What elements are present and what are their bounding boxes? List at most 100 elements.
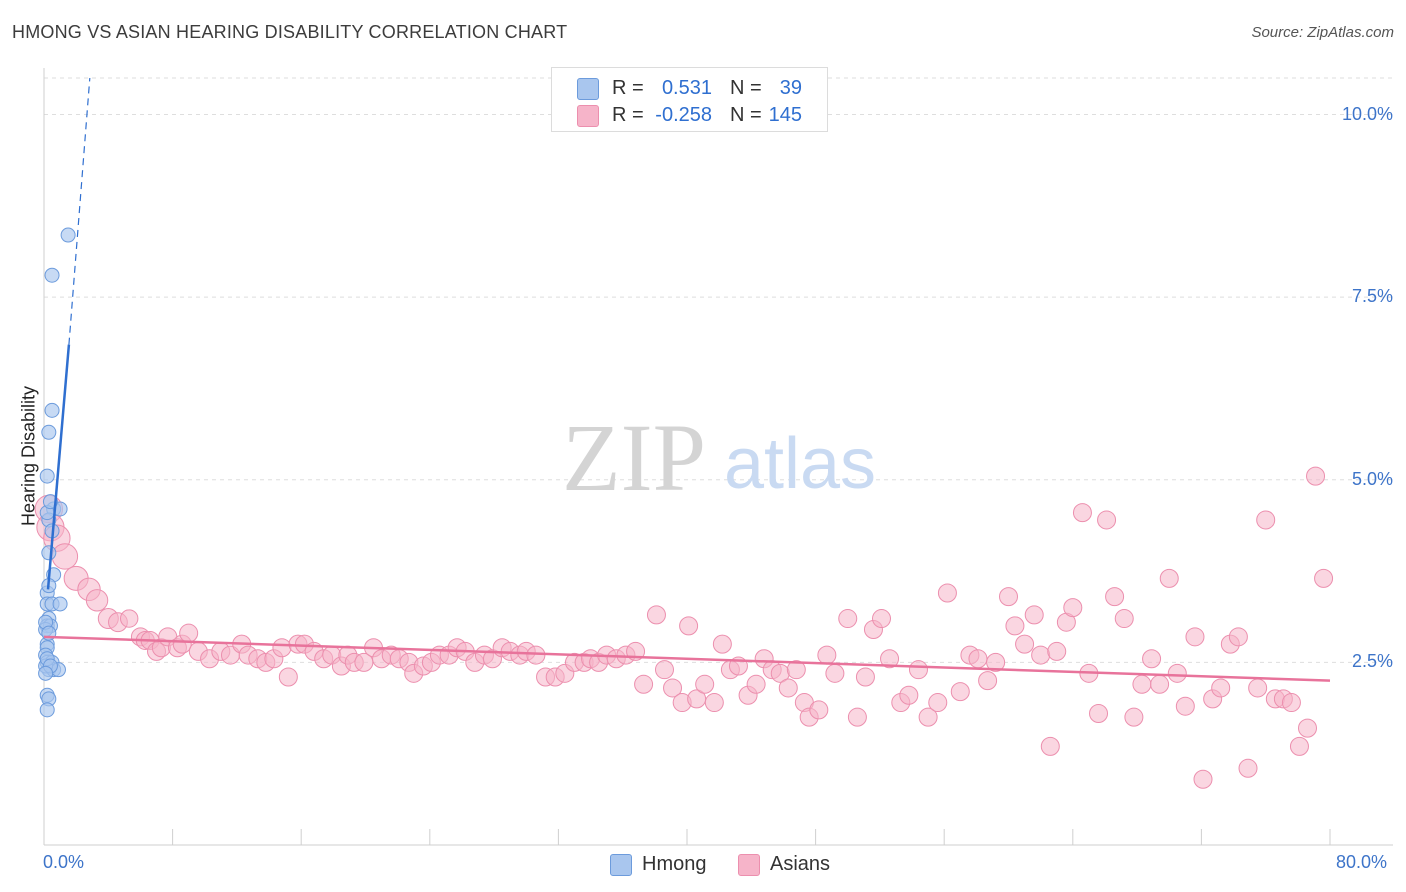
watermark-atlas: atlas bbox=[724, 424, 876, 504]
asian-point bbox=[1281, 693, 1301, 713]
x-tick-label-max: 80.0% bbox=[1336, 852, 1388, 872]
asian-point bbox=[908, 660, 928, 680]
y-tick-label: 2.5% bbox=[1351, 651, 1393, 672]
grid-lines bbox=[44, 77, 1393, 663]
asian-point bbox=[1314, 568, 1334, 588]
asian-point bbox=[1063, 598, 1083, 618]
asian-point bbox=[1248, 678, 1268, 698]
x-tick-label-min: 0.0% bbox=[43, 852, 85, 872]
chart-title: HMONG VS ASIAN HEARING DISABILITY CORREL… bbox=[12, 22, 568, 42]
asian-point bbox=[1015, 634, 1035, 654]
legend: R = 0.531 N = 39 R = -0.258 N = 145 bbox=[551, 67, 828, 132]
asian-point bbox=[999, 587, 1018, 607]
hmong-point bbox=[42, 494, 58, 510]
legend-r-label: R = bbox=[612, 104, 644, 126]
asian-point bbox=[986, 652, 1006, 672]
watermark: ZIP atlas bbox=[562, 404, 876, 511]
asian-point bbox=[968, 649, 988, 669]
asian-point bbox=[646, 605, 666, 625]
legend-n-label: N = bbox=[730, 104, 762, 126]
asian-point bbox=[1097, 510, 1117, 530]
asian-point bbox=[1211, 678, 1231, 698]
asian-point bbox=[1132, 674, 1152, 694]
hmong-trend-line bbox=[46, 344, 71, 590]
asian-point bbox=[855, 667, 875, 687]
asian-point bbox=[1105, 587, 1125, 607]
asian-point bbox=[817, 645, 837, 665]
chart-source: Source: ZipAtlas.com bbox=[1251, 24, 1394, 41]
asian-point bbox=[1089, 704, 1109, 724]
asian-point bbox=[778, 678, 798, 698]
asian-point bbox=[179, 623, 199, 643]
legend-n-value: 39 bbox=[779, 77, 802, 99]
axes bbox=[43, 68, 1393, 846]
asian-point bbox=[1306, 466, 1326, 486]
legend-r-value: -0.258 bbox=[655, 104, 712, 126]
asian-point bbox=[1040, 736, 1060, 756]
asian-point bbox=[872, 609, 892, 629]
asian-point bbox=[978, 671, 998, 691]
asian-point bbox=[1228, 627, 1248, 647]
y-tick-label: 10.0% bbox=[1341, 103, 1393, 124]
asian-point bbox=[1297, 718, 1317, 738]
legend-swatch-hmong bbox=[577, 78, 599, 100]
legend-n-label: N = bbox=[730, 77, 762, 99]
asian-point bbox=[1031, 645, 1051, 665]
asian-point bbox=[847, 707, 867, 727]
asian-point bbox=[272, 638, 292, 658]
asian-point bbox=[1005, 616, 1025, 636]
bottom-legend-asians[interactable]: Asians bbox=[738, 852, 838, 878]
hmong-point bbox=[60, 227, 76, 243]
asian-point bbox=[880, 649, 900, 669]
trend-lines bbox=[43, 77, 1331, 682]
asian-point bbox=[663, 678, 683, 698]
watermark-zip: ZIP bbox=[562, 404, 706, 511]
legend-row-asians: R = -0.258 N = 145 bbox=[552, 102, 827, 128]
asian-point bbox=[1167, 663, 1187, 683]
asian-points bbox=[34, 466, 1334, 789]
asian-point bbox=[1024, 605, 1044, 625]
y-tick-label: 7.5% bbox=[1351, 286, 1393, 307]
bottom-legend-swatch-hmong bbox=[610, 854, 632, 876]
bottom-legend-hmong[interactable]: Hmong bbox=[610, 852, 720, 878]
asian-point bbox=[746, 674, 766, 694]
hmong-point bbox=[44, 402, 60, 418]
asian-point bbox=[1124, 707, 1144, 727]
asian-point bbox=[1185, 627, 1205, 647]
bottom-legend-swatch-asians bbox=[738, 854, 760, 876]
asian-point bbox=[119, 609, 139, 628]
asian-point bbox=[1150, 674, 1170, 694]
asian-point bbox=[1289, 736, 1309, 756]
hmong-trend-extension bbox=[68, 77, 91, 345]
asian-point bbox=[1047, 641, 1067, 661]
legend-row-hmong: R = 0.531 N = 39 bbox=[552, 75, 827, 101]
legend-swatch-asians bbox=[577, 105, 599, 127]
asian-point bbox=[85, 589, 109, 612]
asian-point bbox=[950, 682, 970, 702]
asian-point bbox=[634, 674, 654, 694]
asian-point bbox=[937, 583, 957, 603]
asian-point bbox=[679, 616, 699, 636]
asian-point bbox=[1256, 510, 1276, 530]
asian-point bbox=[1175, 696, 1195, 716]
asian-point bbox=[809, 700, 829, 720]
hmong-point bbox=[39, 468, 55, 484]
hmong-point bbox=[39, 702, 55, 718]
asian-point bbox=[712, 634, 732, 654]
asian-point bbox=[918, 707, 938, 727]
asian-point bbox=[1114, 609, 1134, 629]
asian-point bbox=[526, 645, 546, 665]
asian-point bbox=[1238, 758, 1258, 778]
hmong-point bbox=[52, 596, 68, 612]
asian-point bbox=[825, 663, 845, 683]
asian-point bbox=[786, 660, 806, 680]
asian-point bbox=[695, 674, 715, 694]
asian-point bbox=[51, 543, 79, 570]
asian-trend-line bbox=[43, 635, 1331, 682]
asian-point bbox=[1159, 568, 1179, 588]
asian-point bbox=[928, 693, 948, 713]
asian-point bbox=[838, 609, 858, 629]
asian-point bbox=[654, 660, 674, 680]
y-tick-label: 5.0% bbox=[1351, 468, 1393, 489]
